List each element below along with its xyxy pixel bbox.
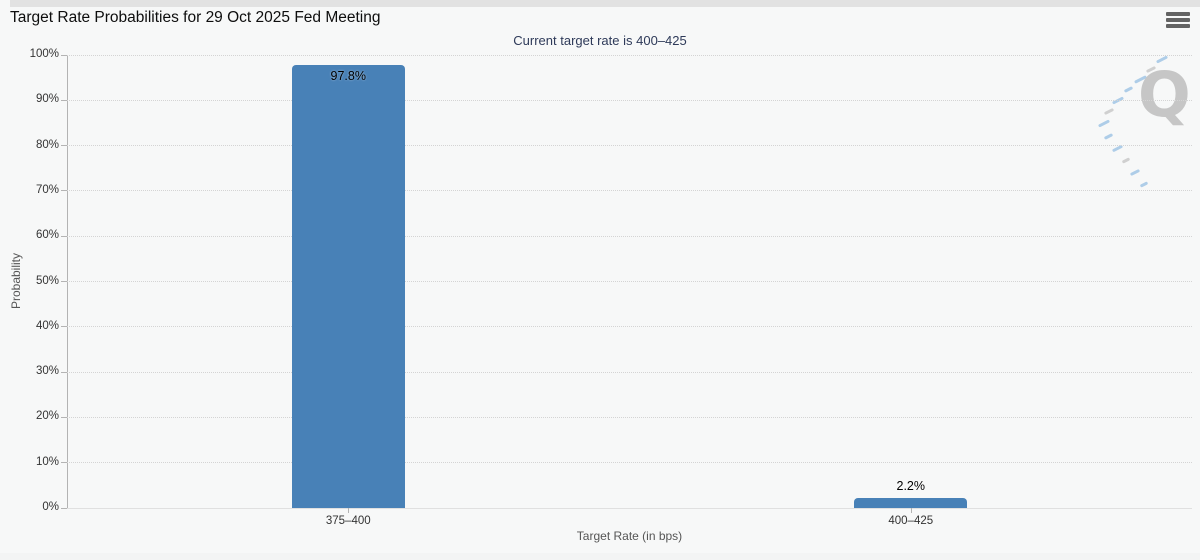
y-tick-label: 50% bbox=[35, 274, 59, 287]
y-axis-tick bbox=[61, 235, 67, 237]
top-strip bbox=[10, 0, 1200, 7]
chart-title: Target Rate Probabilities for 29 Oct 202… bbox=[10, 9, 381, 26]
gridline bbox=[67, 235, 1192, 237]
x-axis-tick bbox=[348, 508, 350, 513]
y-tick-label: 60% bbox=[35, 229, 59, 242]
y-axis-tick bbox=[61, 54, 67, 56]
y-axis-tick bbox=[61, 371, 67, 373]
bar-value-label: 2.2% bbox=[896, 479, 926, 494]
bottom-edge bbox=[0, 553, 1200, 560]
x-tick-label: 400–425 bbox=[888, 515, 934, 527]
x-axis-tick bbox=[910, 508, 912, 513]
y-axis-tick bbox=[61, 99, 67, 101]
y-axis-tick bbox=[61, 507, 67, 509]
x-tick-label: 375–400 bbox=[325, 515, 371, 527]
x-axis-title: Target Rate (in bps) bbox=[576, 529, 683, 543]
context-menu-button[interactable] bbox=[1166, 12, 1190, 29]
hamburger-icon bbox=[1166, 18, 1190, 22]
gridline bbox=[67, 371, 1192, 373]
gridline bbox=[67, 507, 1192, 509]
gridline bbox=[67, 281, 1192, 282]
y-axis-tick bbox=[61, 145, 67, 147]
hamburger-icon bbox=[1166, 12, 1190, 16]
y-tick-label: 70% bbox=[35, 183, 59, 196]
y-axis-tick bbox=[61, 190, 67, 192]
y-tick-label: 80% bbox=[35, 138, 59, 151]
y-tick-label: 30% bbox=[35, 365, 59, 378]
chart-subtitle: Current target rate is 400–425 bbox=[513, 33, 687, 48]
gridline bbox=[67, 190, 1192, 192]
gridline bbox=[67, 416, 1192, 418]
gridline bbox=[67, 145, 1192, 147]
gridline bbox=[67, 99, 1192, 101]
bar-value-label: 97.8% bbox=[330, 68, 366, 83]
y-tick-label: 0% bbox=[42, 501, 59, 513]
y-axis-tick bbox=[61, 326, 67, 328]
y-tick-label: 20% bbox=[35, 410, 59, 423]
y-tick-label: 10% bbox=[35, 455, 59, 468]
y-tick-label: 90% bbox=[35, 93, 59, 106]
gridline bbox=[67, 54, 1192, 56]
bar[interactable] bbox=[854, 498, 968, 508]
gridline bbox=[67, 462, 1192, 464]
gridline bbox=[67, 326, 1192, 328]
y-tick-label: 100% bbox=[29, 48, 59, 60]
bar[interactable] bbox=[291, 64, 405, 508]
y-axis-tick bbox=[61, 416, 67, 418]
plot-area: 0% 10% 20% 30% 40% 50% 60% 70% 80% 90% 100% 375–400… bbox=[30, 48, 1192, 527]
y-axis-tick bbox=[61, 462, 67, 464]
y-axis-tick bbox=[61, 281, 67, 282]
y-tick-label: 40% bbox=[35, 319, 59, 332]
hamburger-icon bbox=[1166, 24, 1190, 28]
